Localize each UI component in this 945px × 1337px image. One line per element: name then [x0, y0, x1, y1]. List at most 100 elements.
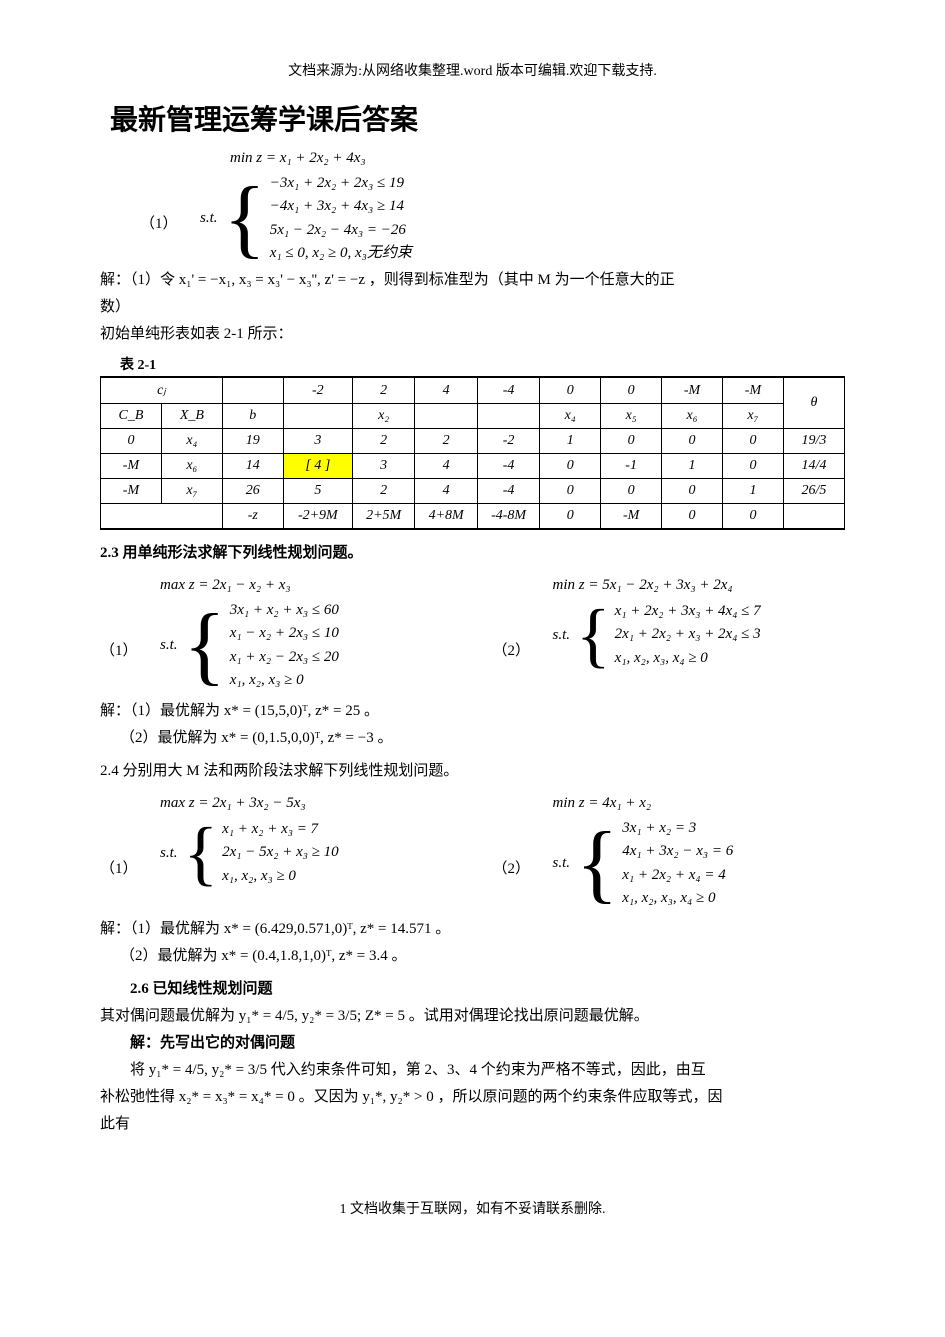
c4: x₁, x₂, x₃, x₄ ≥ 0 [622, 887, 733, 910]
sol1-line2: 数） [100, 294, 845, 321]
q23-p2-st: s.t. [553, 627, 571, 644]
z6: 0 [662, 504, 723, 530]
q24-head: 2.4 分别用大 M 法和两阶段法求解下列线性规划问题。 [100, 758, 845, 785]
p1-block: （1） s.t. { −3x₁ + 2x₂ + 2x₃ ≤ 19 −4x₁ + … [140, 172, 845, 265]
z4: 0 [540, 504, 601, 530]
q23-p1-num: （1） [100, 599, 160, 660]
sol1-line1: 解：（1）令 x₁' = −x₁, x₃ = x₃' − x₃'', z' = … [100, 267, 845, 294]
c1: x₁ + 2x₂ + 3x₃ + 4x₄ ≤ 7 [615, 600, 761, 623]
v5: 0 [601, 479, 662, 504]
v6: 0 [662, 429, 723, 454]
h2-10: x₇ [723, 404, 784, 429]
h2-1: X_B [161, 404, 222, 429]
brace-icon: { [184, 817, 219, 889]
cj-5: 0 [601, 377, 662, 404]
q24-problems: max z = 2x₁ + 3x₂ − 5x₃ （1） s.t. { x₁ + … [100, 789, 845, 912]
theta-head: θ [783, 377, 844, 429]
v2: 4 [415, 454, 478, 479]
z2: 4+8M [415, 504, 478, 530]
footer-note: 1 文档收集于互联网，如有不妥请联系删除. [100, 1198, 845, 1218]
q23-p1-obj: max z = 2x₁ − x₂ + x₃ [160, 573, 453, 597]
b: 26 [222, 479, 283, 504]
q23-problems: max z = 2x₁ − x₂ + x₃ （1） s.t. { 3x₁ + x… [100, 571, 845, 694]
h2-3 [283, 404, 352, 429]
v3: -4 [477, 479, 539, 504]
q23-p2-num: （2） [493, 599, 553, 660]
table-row: -M x₆ 14 [ 4 ] 3 4 -4 0 -1 1 0 14/4 [101, 454, 845, 479]
q23-p1-constraints: 3x₁ + x₂ + x₃ ≤ 60 x₁ − x₂ + 2x₃ ≤ 10 x₁… [230, 599, 339, 692]
header-provenance: 文档来源为:从网络收集整理.word 版本可编辑.欢迎下载支持. [100, 60, 845, 80]
c3: x₁, x₂, x₃, x₄ ≥ 0 [615, 647, 761, 670]
h2-5 [415, 404, 478, 429]
c2: 4x₁ + 3x₂ − x₃ = 6 [622, 840, 733, 863]
h2-7: x₄ [540, 404, 601, 429]
v2: 2 [415, 429, 478, 454]
p1-c3: 5x₁ − 2x₂ − 4x₃ = −26 [270, 219, 412, 242]
q24-p1-st: s.t. [160, 845, 178, 862]
z3: -4-8M [477, 504, 539, 530]
v4: 1 [540, 429, 601, 454]
table-caption: 表 2-1 [120, 354, 845, 374]
h2-8: x₅ [601, 404, 662, 429]
pivot-cell: [ 4 ] [283, 454, 352, 479]
v5: -1 [601, 454, 662, 479]
table-row: C_B X_B b x₂ x₄ x₅ x₆ x₇ [101, 404, 845, 429]
q24-p2-obj: min z = 4x₁ + x₂ [553, 791, 846, 815]
v1: 2 [352, 429, 415, 454]
c2: 2x₁ + 2x₂ + x₃ + 2x₄ ≤ 3 [615, 623, 761, 646]
q23-p1: max z = 2x₁ − x₂ + x₃ （1） s.t. { 3x₁ + x… [100, 571, 453, 694]
q26-line3: 补松弛性得 x₂* = x₃* = x₄* = 0 。又因为 y₁*, y₂* … [100, 1084, 845, 1111]
v3: -4 [477, 454, 539, 479]
q23-sol1: 解：（1）最优解为 x* = (15,5,0)ᵀ, z* = 25 。 [100, 698, 845, 725]
q26-line4: 此有 [100, 1111, 845, 1138]
table-row: 0 x₄ 19 3 2 2 -2 1 0 0 0 19/3 [101, 429, 845, 454]
table-cell [222, 377, 283, 404]
cj-7: -M [723, 377, 784, 404]
h2-6 [477, 404, 539, 429]
z0: -2+9M [283, 504, 352, 530]
table-cell [783, 504, 844, 530]
p1-st: s.t. [200, 210, 218, 227]
cj-0: -2 [283, 377, 352, 404]
c3: x₁ + 2x₂ + x₄ = 4 [622, 864, 733, 887]
table-cell [101, 504, 223, 530]
v7: 0 [723, 429, 784, 454]
brace-icon: { [576, 820, 618, 908]
document-title: 最新管理运筹学课后答案 [100, 98, 845, 138]
c2: x₁ − x₂ + 2x₃ ≤ 10 [230, 622, 339, 645]
cj-4: 0 [540, 377, 601, 404]
h2-9: x₆ [662, 404, 723, 429]
q24-p1-constraints: x₁ + x₂ + x₃ = 7 2x₁ − 5x₂ + x₃ ≥ 10 x₁,… [222, 818, 339, 888]
table-row: cⱼ -2 2 4 -4 0 0 -M -M θ [101, 377, 845, 404]
document-page: 文档来源为:从网络收集整理.word 版本可编辑.欢迎下载支持. 最新管理运筹学… [0, 0, 945, 1258]
p1-c1: −3x₁ + 2x₂ + 2x₃ ≤ 19 [270, 172, 412, 195]
b: 19 [222, 429, 283, 454]
q24-p2-num: （2） [493, 817, 553, 878]
q24-p1-num: （1） [100, 817, 160, 878]
cb: 0 [101, 429, 162, 454]
zlabel: -z [222, 504, 283, 530]
v4: 0 [540, 454, 601, 479]
v6: 0 [662, 479, 723, 504]
z5: -M [601, 504, 662, 530]
v0: 5 [283, 479, 352, 504]
table-row: -M x₇ 26 5 2 4 -4 0 0 0 1 26/5 [101, 479, 845, 504]
v7: 0 [723, 454, 784, 479]
v1: 2 [352, 479, 415, 504]
cj-3: -4 [477, 377, 539, 404]
c4: x₁, x₂, x₃ ≥ 0 [230, 669, 339, 692]
q26-head-text: 2.6 已知线性规划问题 [130, 981, 273, 997]
q23-p2-obj: min z = 5x₁ − 2x₂ + 3x₃ + 2x₄ [553, 573, 846, 597]
q26-head: 2.6 已知线性规划问题 [100, 976, 845, 1003]
c1: 3x₁ + x₂ = 3 [622, 817, 733, 840]
v0: 3 [283, 429, 352, 454]
cj-2: 4 [415, 377, 478, 404]
h2-0: C_B [101, 404, 162, 429]
cj-label: cⱼ [101, 377, 223, 404]
c3: x₁, x₂, x₃ ≥ 0 [222, 865, 339, 888]
q24-sol1: 解：（1）最优解为 x* = (6.429,0.571,0)ᵀ, z* = 14… [100, 916, 845, 943]
p1-objective: min z = x₁ + 2x₂ + 4x₃ [230, 146, 845, 170]
v2: 4 [415, 479, 478, 504]
q24-p2-constraints: 3x₁ + x₂ = 3 4x₁ + 3x₂ − x₃ = 6 x₁ + 2x₂… [622, 817, 733, 910]
q23-p2: min z = 5x₁ − 2x₂ + 3x₃ + 2x₄ （2） s.t. {… [493, 571, 846, 694]
